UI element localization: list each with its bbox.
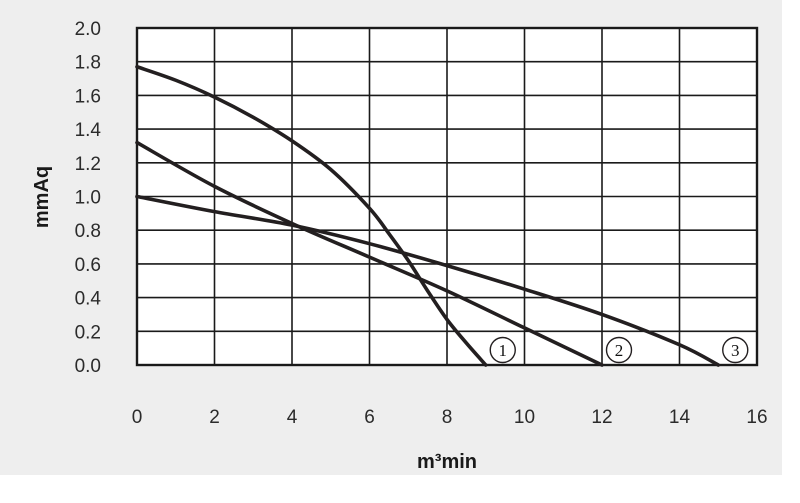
series-curve-2	[135, 140, 604, 367]
x-tick-label: 10	[514, 407, 535, 428]
curve-label-1: 1	[499, 341, 508, 360]
curve-label-2: 2	[615, 341, 624, 360]
y-tick-label: 2.0	[75, 19, 101, 40]
y-tick-label: 0.6	[75, 255, 101, 276]
curve-label-circle-3	[722, 336, 749, 364]
curve-labels: 1 2 3	[489, 336, 749, 364]
x-axis-title: m³min	[417, 451, 477, 473]
y-tick-label: 1.2	[75, 154, 101, 175]
y-tick-label: 0.0	[75, 356, 101, 377]
y-tick-label: 0.4	[75, 289, 102, 310]
curve-label-3: 3	[731, 341, 740, 360]
x-tick-label: 16	[746, 407, 767, 428]
y-tick-label: 0.8	[75, 221, 101, 242]
x-tick-label: 2	[209, 407, 220, 428]
x-tick-label: 14	[669, 407, 691, 428]
series-curve-3	[135, 194, 721, 367]
y-tick-label: 1.6	[75, 86, 101, 107]
x-tick-label: 12	[591, 407, 612, 428]
x-axis-ticks: 0 2 4 6 8 10 12 14 16	[132, 407, 768, 428]
x-tick-label: 8	[442, 407, 453, 428]
y-axis-title: mmAq	[31, 166, 53, 228]
x-tick-label: 4	[287, 407, 298, 428]
y-tick-label: 1.0	[75, 188, 101, 209]
y-tick-label: 1.4	[75, 120, 102, 141]
series-group	[135, 64, 721, 367]
x-tick-label: 6	[364, 407, 375, 428]
x-tick-label: 0	[132, 407, 143, 428]
curve-label-circle-1	[489, 336, 516, 364]
curve-label-circle-2	[605, 336, 633, 364]
series-curve-1	[135, 64, 488, 367]
y-tick-label: 0.2	[75, 322, 101, 343]
y-tick-label: 1.8	[75, 53, 101, 74]
y-axis-ticks: 0.0 0.2 0.4 0.6 0.8 1.0 1.2 1.4 1.6 1.8 2.0	[75, 19, 102, 377]
